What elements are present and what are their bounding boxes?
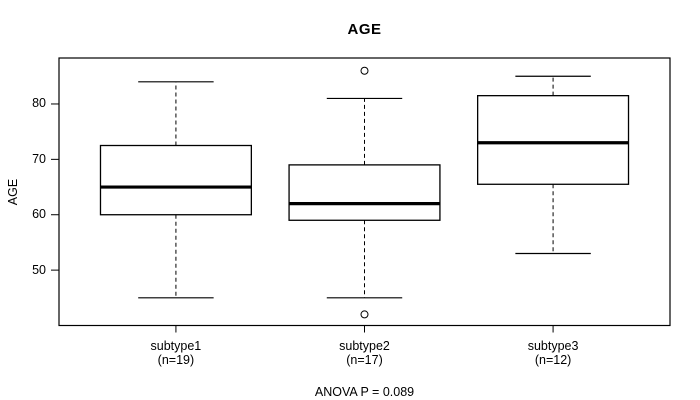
y-tick-label-50: 50 [32,262,46,277]
y-tick-label-60: 60 [32,207,46,222]
category-label: subtype2 [339,339,390,353]
sample-size-label: (n=17) [346,352,383,367]
outlier-point [360,310,369,319]
anova-annotation: ANOVA P = 0.089 [314,385,415,399]
outlier-point [360,66,369,75]
chart-title: AGE [347,21,382,38]
y-tick-label-70: 70 [32,151,46,166]
iqr-box-subtype3 [476,95,630,185]
iqr-box-subtype1 [99,144,253,216]
category-label: subtype3 [527,339,579,353]
y-tick-label-80: 80 [32,96,46,111]
group-label-subtype2: subtype2 (n=17) [305,339,425,367]
group-label-subtype3: subtype3 (n=12) [493,339,613,367]
iqr-box-subtype2 [288,164,441,221]
category-label: subtype1 [150,339,202,353]
sample-size-label: (n=19) [157,352,195,367]
sample-size-label: (n=12) [534,352,572,367]
group-label-subtype1: subtype1 (n=19) [116,339,236,367]
